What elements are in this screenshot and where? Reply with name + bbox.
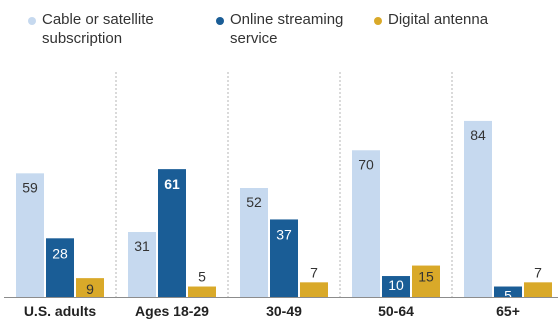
value-label-2-1: 37 [276,226,292,242]
bar-ages-18-29-series-2 [188,286,216,297]
bar-u-s-adults-series-1 [46,238,74,297]
bar-65--series-2 [524,282,552,297]
value-label-2-2: 7 [310,264,318,280]
legend-swatch-streaming [216,17,224,25]
legend-label-cable: Cable or satellite subscription [42,11,154,47]
x-tick-label-4: 65+ [496,303,520,319]
x-tick-label-3: 50-64 [378,303,414,319]
value-label-2-0: 52 [246,194,262,210]
bar-50-64-series-2 [412,265,440,297]
value-label-4-0: 84 [470,127,486,143]
legend-label-streaming: Online streaming service [230,11,344,47]
value-label-0-2: 9 [86,281,94,297]
bar-u-s-adults-series-2 [76,278,104,297]
legend-label-antenna: Digital antenna [388,11,489,28]
value-label-0-0: 59 [22,179,38,195]
value-label-1-2: 5 [198,269,206,285]
value-label-1-0: 31 [134,238,150,254]
x-tick-label-0: U.S. adults [24,303,97,319]
value-label-3-1: 10 [388,277,404,293]
x-tick-label-1: Ages 18-29 [135,303,209,319]
bar-50-64-series-0 [352,150,380,297]
legend-swatch-antenna [374,17,382,25]
value-label-1-1: 61 [164,176,180,192]
bar-u-s-adults-series-0 [16,173,44,297]
bar-65--series-0 [464,120,492,298]
legend-swatch-cable [28,17,36,25]
bar-ages-18-29-series-0 [128,232,156,297]
value-label-3-2: 15 [418,269,434,285]
chart-legend: Cable or satellite subscription Online s… [0,8,558,52]
value-label-3-0: 70 [358,156,374,172]
x-tick-label-2: 30-49 [266,303,302,319]
bar-30-49-series-0 [240,187,268,297]
bar-30-49-series-1 [270,219,298,297]
bar-65--series-1 [494,286,522,297]
value-label-0-1: 28 [52,245,68,261]
bar-ages-18-29-series-1 [158,169,186,297]
value-label-4-2: 7 [534,264,542,280]
bar-50-64-series-1 [382,276,410,297]
bar-30-49-series-2 [300,282,328,297]
value-label-4-1: 5 [504,288,512,304]
